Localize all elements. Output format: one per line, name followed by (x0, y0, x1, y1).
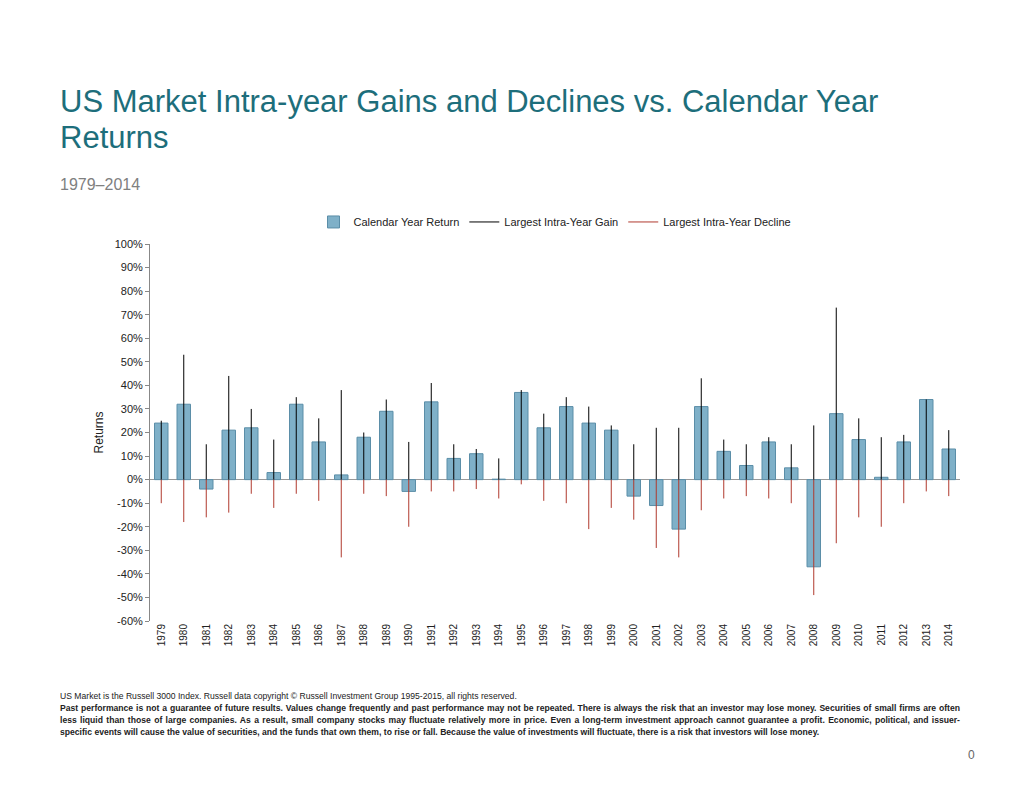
svg-text:2005: 2005 (741, 624, 752, 647)
svg-text:2006: 2006 (763, 624, 774, 647)
svg-text:2000: 2000 (628, 624, 639, 647)
svg-text:1979: 1979 (156, 624, 167, 647)
svg-text:10%: 10% (121, 450, 143, 462)
svg-text:1987: 1987 (336, 624, 347, 647)
svg-text:1980: 1980 (178, 624, 189, 647)
html-text:US Market Intra-year Gains and: US Market Intra-year Gains and Declines … (60, 84, 879, 155)
svg-text:2012: 2012 (898, 624, 909, 647)
svg-text:100%: 100% (115, 238, 143, 250)
svg-text:50%: 50% (121, 356, 143, 368)
svg-text:-30%: -30% (117, 544, 143, 556)
svg-text:1990: 1990 (403, 624, 414, 647)
html-text:US Market is the Russell 3000: US Market is the Russell 3000 Index. Rus… (60, 691, 517, 701)
svg-text:1997: 1997 (561, 624, 572, 647)
svg-text:2007: 2007 (786, 624, 797, 647)
svg-text:2004: 2004 (718, 624, 729, 647)
svg-text:60%: 60% (121, 332, 143, 344)
svg-text:2001: 2001 (651, 624, 662, 647)
svg-text:2002: 2002 (673, 624, 684, 647)
svg-text:2003: 2003 (696, 624, 707, 647)
svg-text:2014: 2014 (943, 624, 954, 647)
svg-text:Returns: Returns (92, 411, 106, 453)
svg-text:-50%: -50% (117, 591, 143, 603)
svg-text:1984: 1984 (268, 624, 279, 647)
svg-text:Calendar Year Return: Calendar Year Return (354, 216, 460, 228)
svg-text:2010: 2010 (853, 624, 864, 647)
svg-text:1995: 1995 (516, 624, 527, 647)
svg-text:80%: 80% (121, 285, 143, 297)
svg-text:1994: 1994 (493, 624, 504, 647)
svg-text:2013: 2013 (921, 624, 932, 647)
svg-text:2008: 2008 (808, 624, 819, 647)
html-text:1979–2014: 1979–2014 (60, 176, 141, 193)
svg-text:2011: 2011 (876, 624, 887, 646)
svg-text:1998: 1998 (583, 624, 594, 647)
svg-text:-60%: -60% (117, 615, 143, 627)
svg-text:-10%: -10% (117, 497, 143, 509)
svg-text:-20%: -20% (117, 521, 143, 533)
svg-text:40%: 40% (121, 379, 143, 391)
svg-text:90%: 90% (121, 261, 143, 273)
svg-text:1993: 1993 (471, 624, 482, 647)
svg-text:70%: 70% (121, 309, 143, 321)
svg-text:-40%: -40% (117, 568, 143, 580)
html-text:0: 0 (968, 748, 975, 762)
svg-text:Largest Intra-Year Gain: Largest Intra-Year Gain (504, 216, 618, 228)
svg-text:1989: 1989 (381, 624, 392, 647)
svg-text:1986: 1986 (313, 624, 324, 647)
svg-text:1999: 1999 (606, 624, 617, 647)
svg-text:1982: 1982 (223, 624, 234, 647)
svg-text:1996: 1996 (538, 624, 549, 647)
svg-text:1981: 1981 (201, 624, 212, 647)
svg-text:1983: 1983 (246, 624, 257, 647)
svg-text:1985: 1985 (291, 624, 302, 647)
svg-text:1988: 1988 (358, 624, 369, 647)
svg-text:0%: 0% (127, 473, 143, 485)
svg-text:20%: 20% (121, 426, 143, 438)
svg-text:1992: 1992 (448, 624, 459, 647)
html-text:Past performance is not a guar: Past performance is not a guarantee of f… (60, 703, 960, 737)
svg-text:Largest Intra-Year Decline: Largest Intra-Year Decline (663, 216, 790, 228)
svg-text:2009: 2009 (831, 624, 842, 647)
svg-text:1991: 1991 (426, 624, 437, 647)
svg-text:30%: 30% (121, 403, 143, 415)
